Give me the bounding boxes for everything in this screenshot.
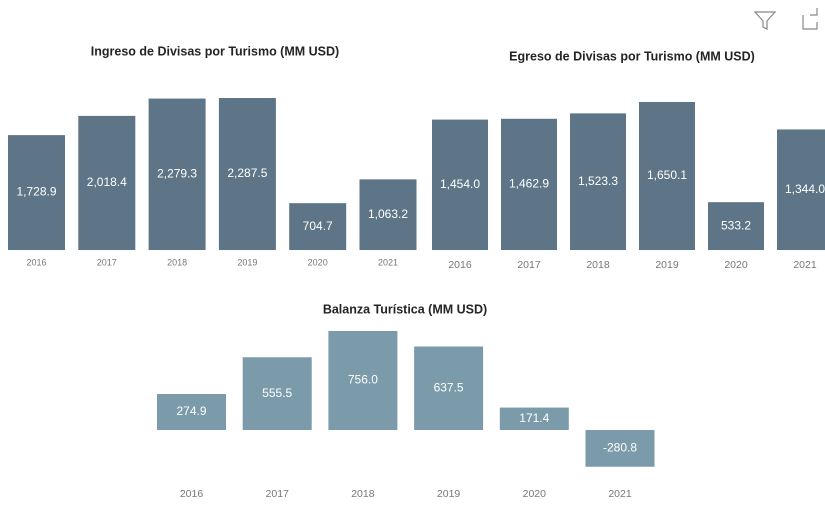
bar bbox=[328, 331, 398, 430]
x-tick-label: 2019 bbox=[237, 257, 257, 267]
x-tick-label: 2016 bbox=[180, 488, 204, 500]
data-label: 555.5 bbox=[262, 386, 292, 400]
x-tick-label: 2020 bbox=[523, 488, 547, 500]
data-label: 1,063.2 bbox=[368, 207, 408, 221]
bar bbox=[359, 179, 417, 250]
chart-title: Balanza Turística (MM USD) bbox=[323, 302, 487, 316]
filter-icon[interactable] bbox=[753, 11, 777, 30]
chart-title: Ingreso de Divisas por Turismo (MM USD) bbox=[91, 44, 339, 58]
bar bbox=[289, 203, 347, 250]
data-label: 1,650.1 bbox=[647, 168, 687, 182]
bar bbox=[78, 115, 136, 250]
bar bbox=[585, 430, 655, 467]
x-tick-label: 2018 bbox=[586, 259, 610, 271]
focus-icon[interactable] bbox=[802, 8, 818, 30]
x-tick-label: 2020 bbox=[308, 257, 328, 267]
data-label: 756.0 bbox=[348, 373, 378, 387]
data-label: 1,462.9 bbox=[509, 177, 549, 191]
bar bbox=[432, 119, 488, 251]
bar bbox=[414, 346, 484, 430]
data-label: 533.2 bbox=[721, 218, 751, 232]
chart-title: Egreso de Divisas por Turismo (MM USD) bbox=[509, 49, 755, 63]
data-label: 1,344.0 bbox=[785, 182, 825, 196]
data-label: 1,454.0 bbox=[440, 177, 480, 191]
x-tick-label: 2021 bbox=[608, 488, 632, 500]
data-label: 1,728.9 bbox=[16, 185, 56, 199]
bar bbox=[148, 98, 206, 250]
data-label: 637.5 bbox=[434, 380, 464, 394]
data-label: 2,018.4 bbox=[87, 175, 127, 189]
x-tick-label: 2021 bbox=[378, 257, 398, 267]
data-label: 2,287.5 bbox=[227, 166, 267, 180]
data-label: 704.7 bbox=[303, 219, 333, 233]
x-tick-label: 2020 bbox=[724, 259, 748, 271]
x-tick-label: 2019 bbox=[437, 488, 461, 500]
x-tick-label: 2016 bbox=[448, 259, 472, 271]
x-tick-label: 2017 bbox=[517, 259, 541, 271]
data-label: 1,523.3 bbox=[578, 174, 618, 188]
x-tick-label: 2021 bbox=[793, 259, 817, 271]
x-tick-label: 2016 bbox=[26, 257, 46, 267]
x-tick-label: 2018 bbox=[167, 257, 187, 267]
bar bbox=[501, 118, 557, 250]
bar bbox=[777, 129, 825, 250]
bar bbox=[157, 394, 226, 430]
bar bbox=[499, 407, 569, 430]
x-tick-label: 2018 bbox=[351, 488, 375, 500]
x-tick-label: 2017 bbox=[266, 488, 290, 500]
bar bbox=[639, 102, 695, 250]
data-label: 2,279.3 bbox=[157, 166, 197, 180]
bar bbox=[8, 135, 65, 250]
data-label: 171.4 bbox=[519, 411, 549, 425]
data-label: 274.9 bbox=[176, 404, 206, 418]
bar bbox=[218, 98, 276, 250]
x-tick-label: 2017 bbox=[97, 257, 117, 267]
bar bbox=[708, 202, 764, 250]
bar bbox=[242, 357, 312, 430]
bar bbox=[570, 113, 626, 250]
data-label: -280.8 bbox=[603, 441, 637, 455]
x-tick-label: 2019 bbox=[655, 259, 679, 271]
